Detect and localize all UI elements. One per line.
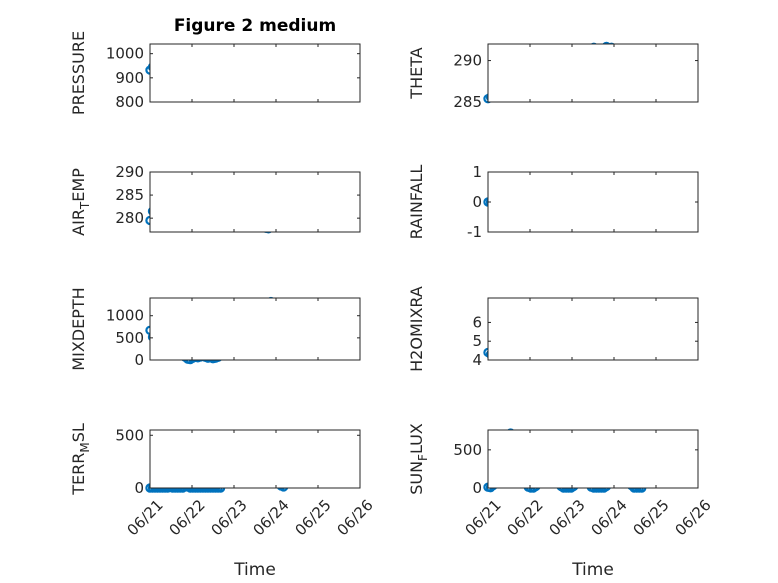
y-axis-label: RAINFALL (407, 165, 426, 240)
y-tick-label: 0 (472, 479, 482, 497)
y-tick-label: 5 (472, 332, 482, 350)
y-tick-label: 500 (453, 441, 482, 459)
axes-frame (487, 171, 699, 233)
y-tick-label: 0 (472, 193, 482, 211)
subplot-3: 280 285 290 AIRTEMP (69, 163, 361, 236)
y-tick-label: 0 (134, 479, 144, 497)
y-axis-label: AIRTEMP (69, 168, 92, 236)
y-axis-label: PRESSURE (69, 31, 88, 115)
y-tick-label: 1 (472, 163, 482, 181)
axes-frame (149, 297, 361, 361)
x-tick-label: 06/24 (249, 496, 292, 539)
y-tick-label: 280 (115, 209, 144, 227)
y-tick-label: 290 (115, 163, 144, 181)
axes-frame (149, 43, 361, 103)
y-tick-label: 285 (115, 186, 144, 204)
x-tick-label: 06/23 (545, 496, 588, 539)
axes-frame (149, 429, 361, 489)
y-tick-label: 500 (115, 329, 144, 347)
y-tick-label: 1000 (106, 307, 144, 325)
subplot-6: 456 H2OMIXRA (407, 286, 699, 372)
y-tick-label: 6 (472, 313, 482, 331)
y-tick-label: 285 (453, 93, 482, 111)
x-tick-label: 06/21 (123, 496, 166, 539)
y-tick-label: 290 (453, 52, 482, 70)
y-tick-label: 900 (115, 69, 144, 87)
x-tick-label: 06/22 (165, 496, 208, 539)
x-axis-label: Time (233, 560, 276, 580)
x-tick-label: 06/25 (629, 496, 672, 539)
x-tick-label: 06/25 (291, 496, 334, 539)
y-axis-label: SUNFLUX (407, 423, 430, 495)
figure-title: Figure 2 medium (174, 16, 336, 36)
subplot-4: -1 0 1 RAINFALL (407, 163, 699, 241)
y-tick-label: -1 (467, 223, 482, 241)
x-tick-label: 06/22 (503, 496, 546, 539)
subplot-1: 800 900 1000 PRESSURE (69, 31, 361, 115)
x-tick-label: 06/24 (587, 496, 630, 539)
x-tick-label: 06/23 (207, 496, 250, 539)
x-axis-label: Time (571, 560, 614, 580)
subplot-2: 285 290 THETA (407, 41, 699, 111)
x-tick-label: 06/26 (333, 496, 376, 539)
y-tick-label: 4 (472, 351, 482, 369)
y-tick-label: 0 (134, 351, 144, 369)
y-axis-label: TERRMSL (69, 423, 92, 496)
y-tick-label: 1000 (106, 45, 144, 63)
axes-frame (487, 297, 699, 361)
axes-frame (149, 171, 361, 233)
x-tick-label: 06/26 (671, 496, 714, 539)
y-tick-label: 800 (115, 93, 144, 111)
y-axis-label: MIXDEPTH (69, 287, 88, 370)
axes-frame (487, 429, 699, 489)
subplot-5: 0 500 1000 MIXDEPTH (69, 287, 361, 371)
y-tick-label: 500 (115, 426, 144, 444)
x-tick-label: 06/21 (461, 496, 504, 539)
y-axis-label: H2OMIXRA (407, 286, 426, 372)
y-axis-label: THETA (407, 47, 426, 99)
axes-frame (487, 43, 699, 103)
